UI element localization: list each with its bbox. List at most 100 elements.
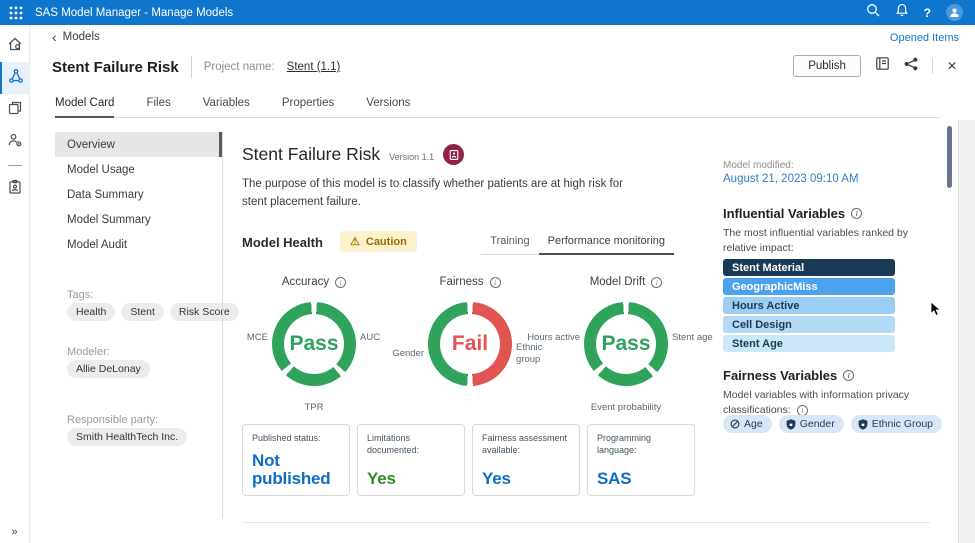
- info-icon[interactable]: i: [651, 277, 663, 288]
- fairness-chip-label: Gender: [799, 418, 835, 430]
- influential-variables-title: Influential Variables i: [723, 206, 863, 221]
- copy-icon: [7, 100, 23, 121]
- card-limitations-documented: Limitations documented: Yes: [357, 424, 465, 496]
- content-divider: [242, 522, 930, 523]
- tag-chip: Risk Score: [169, 303, 239, 321]
- mouse-cursor: [930, 301, 942, 322]
- gauge-model-drift: Model Drift i Hours active Pass Stent age…: [527, 276, 712, 426]
- nav-item-model-audit[interactable]: Model Audit: [67, 238, 128, 251]
- health-gauges: Accuracy i MCE Pass AUC TPR Fairness i Gen…: [236, 276, 713, 426]
- search-icon[interactable]: [866, 3, 880, 22]
- gauge-status: Fail: [451, 332, 489, 355]
- tab-variables[interactable]: Variables: [202, 96, 250, 109]
- nav-item-model-usage[interactable]: Model Usage: [67, 163, 135, 176]
- header-actions-divider: [931, 58, 933, 74]
- rail-users-button[interactable]: [0, 126, 29, 158]
- left-panel: Overview Model Usage Data Summary Model …: [55, 118, 239, 543]
- tab-versions[interactable]: Versions: [366, 96, 411, 109]
- rail-projects-button[interactable]: [0, 94, 29, 126]
- subtab-training[interactable]: Training: [481, 230, 539, 255]
- rail-expand-button[interactable]: »: [11, 526, 18, 538]
- card-label: Limitations documented:: [367, 433, 420, 456]
- app-title: SAS Model Manager - Manage Models: [35, 6, 234, 19]
- responsible-party-chip: Smith HealthTech Inc.: [67, 428, 188, 446]
- breadcrumb-label: Models: [62, 31, 100, 43]
- influential-variables-subtitle: The most influential variables ranked by…: [723, 227, 909, 254]
- opened-items-link[interactable]: Opened Items: [889, 32, 959, 44]
- publish-button[interactable]: Publish: [793, 55, 861, 77]
- model-title-row: Stent Failure Risk Version 1.1: [242, 144, 465, 165]
- info-icon[interactable]: i: [489, 277, 501, 288]
- model-network-icon: [8, 68, 24, 89]
- home-icon: [7, 36, 23, 57]
- gauge-accuracy: Accuracy i MCE Pass AUC TPR: [236, 276, 392, 426]
- gauge-title-text: Fairness: [439, 276, 484, 288]
- card-value: Not published: [252, 451, 331, 489]
- user-settings-icon: [7, 132, 23, 153]
- header-actions: Publish ✕: [793, 55, 957, 77]
- card-value: Yes: [482, 469, 511, 489]
- main-content: Stent Failure Risk Version 1.1 The purpo…: [242, 118, 713, 528]
- model-modified-value: August 21, 2023 09:10 AM: [723, 173, 859, 185]
- gauge-label-right: Ethnic group: [516, 342, 543, 365]
- rail-tasks-button[interactable]: [0, 173, 29, 205]
- share-icon[interactable]: [904, 57, 918, 76]
- tag-chip: Health: [67, 303, 116, 321]
- rail-models-button[interactable]: [0, 62, 29, 94]
- nav-item-overview[interactable]: Overview: [55, 132, 222, 157]
- card-published-status: Published status: Not published: [242, 424, 350, 496]
- influential-bar: Stent Material: [723, 259, 895, 276]
- gauge-status: Pass: [289, 332, 339, 355]
- model-health-row: Model Health ⚠ Caution Training Performa…: [242, 230, 704, 256]
- user-avatar[interactable]: [946, 4, 963, 21]
- tab-model-card[interactable]: Model Card: [55, 89, 115, 118]
- donut-chart: Fail: [428, 302, 512, 386]
- gauge-title: Accuracy i: [236, 276, 392, 294]
- nav-item-model-summary[interactable]: Model Summary: [67, 213, 151, 226]
- influential-bar: Hours Active: [723, 297, 895, 314]
- rail-home-button[interactable]: [0, 30, 29, 62]
- info-icon[interactable]: i: [843, 370, 855, 381]
- fairness-variables-title-text: Fairness Variables: [723, 368, 838, 383]
- gauge-title-text: Accuracy: [281, 276, 330, 288]
- subtab-performance-monitoring[interactable]: Performance monitoring: [538, 230, 674, 255]
- header-divider: [190, 56, 192, 78]
- project-name-link[interactable]: Stent (1.1): [286, 61, 341, 73]
- app-switcher-icon[interactable]: [9, 6, 23, 20]
- top-app-bar: SAS Model Manager - Manage Models ?: [0, 0, 975, 25]
- modeler-chip: Allie DeLonay: [67, 360, 150, 378]
- model-card-notes-icon[interactable]: [875, 56, 890, 76]
- tab-files[interactable]: Files: [146, 96, 171, 109]
- card-value: Yes: [367, 469, 396, 489]
- close-icon[interactable]: ✕: [946, 59, 957, 73]
- page-title: Stent Failure Risk: [52, 58, 179, 76]
- left-icon-rail: »: [0, 25, 30, 543]
- donut-chart: Pass: [272, 302, 356, 386]
- info-icon[interactable]: i: [335, 277, 347, 288]
- breadcrumb-back[interactable]: ‹ Models: [52, 28, 100, 45]
- shield-lock-icon: [858, 418, 868, 430]
- panel-divider: [222, 131, 223, 519]
- content-scrollbar-thumb[interactable]: [947, 126, 952, 188]
- project-name-label: Project name:: [203, 61, 275, 73]
- info-icon[interactable]: i: [851, 208, 863, 219]
- card-value: SAS: [597, 469, 632, 489]
- tags-label: Tags:: [67, 289, 94, 301]
- gauge-label-right: Stent age: [672, 332, 713, 343]
- notifications-bell-icon[interactable]: [895, 3, 909, 22]
- tab-properties[interactable]: Properties: [281, 96, 335, 109]
- nav-item-data-summary[interactable]: Data Summary: [67, 188, 144, 201]
- rail-divider: [7, 165, 22, 166]
- model-modified-label: Model modified:: [723, 160, 794, 171]
- chevron-left-icon: ‹: [52, 28, 57, 45]
- fairness-variable-chips: Age Gender Ethnic Group: [723, 415, 943, 433]
- window-scrollbar-track[interactable]: [958, 120, 975, 543]
- influential-variables-title-text: Influential Variables: [723, 206, 846, 221]
- fairness-chip-ethnic-group: Ethnic Group: [850, 415, 943, 433]
- card-fairness-assessment: Fairness assessment available: Yes: [472, 424, 580, 496]
- card-label: Programming language:: [597, 433, 652, 456]
- help-icon[interactable]: ?: [923, 5, 931, 20]
- summary-cards: Published status: Not published Limitati…: [242, 424, 695, 496]
- tag-chip: Stent: [121, 303, 164, 321]
- gauge-label-bottom: Event probability: [590, 402, 662, 413]
